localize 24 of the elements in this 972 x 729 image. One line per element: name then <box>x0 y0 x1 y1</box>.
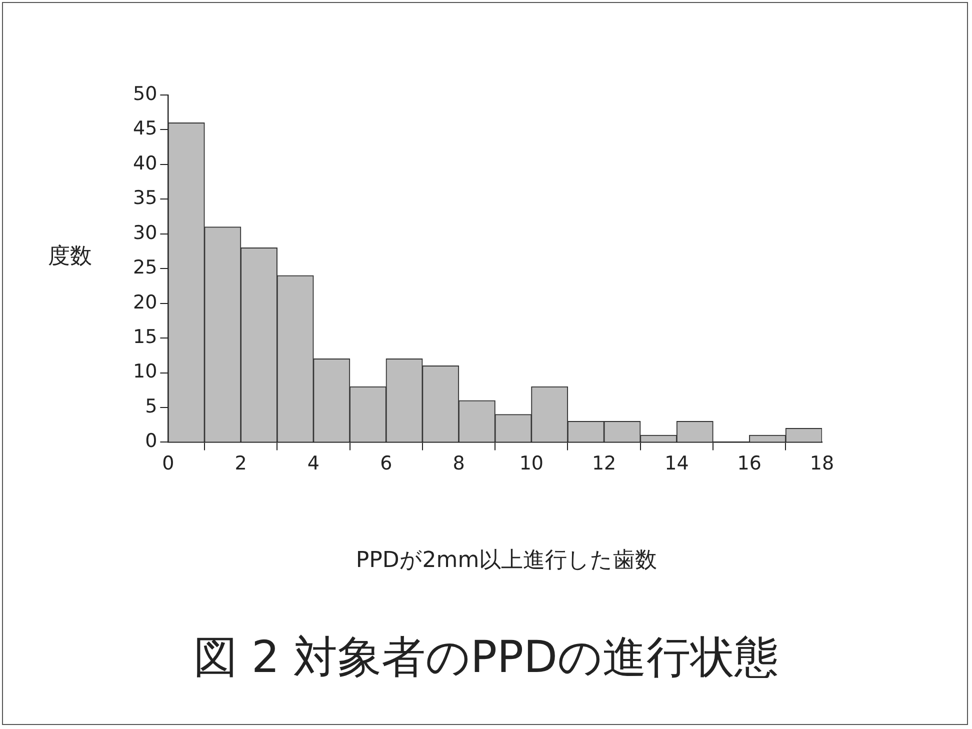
x-tick-label: 0 <box>162 452 174 475</box>
x-tick-label: 2 <box>234 452 247 475</box>
x-tick-label: 14 <box>664 452 689 475</box>
text: 図 2 対象者のPPDの進行状態 <box>192 631 780 685</box>
y-tick-label: 0 <box>145 430 158 452</box>
x-tick-label: 12 <box>592 452 616 475</box>
y-tick-label: 20 <box>132 291 158 314</box>
y-tick-label: 30 <box>132 222 158 244</box>
y-tick-label: 10 <box>132 360 158 383</box>
x-tick-label: 18 <box>810 452 834 475</box>
x-axis-title: PPDが2mm以上進行した歯数 <box>354 547 658 575</box>
y-tick-label: 35 <box>132 187 158 210</box>
x-tick-label: 16 <box>737 452 762 475</box>
x-tick-label: 10 <box>519 452 544 475</box>
y-tick-label: 5 <box>145 395 158 418</box>
x-tick-label: 6 <box>380 452 392 475</box>
x-tick-label: 8 <box>452 452 465 475</box>
y-tick-label: 15 <box>132 326 158 348</box>
y-tick-label: 40 <box>132 152 158 174</box>
x-tick-label: 4 <box>307 452 320 475</box>
y-tick-label: 50 <box>132 82 158 105</box>
y-axis-title: 度数 <box>48 243 92 271</box>
y-tick-label: 45 <box>132 118 158 140</box>
y-tick-label: 25 <box>132 256 158 279</box>
